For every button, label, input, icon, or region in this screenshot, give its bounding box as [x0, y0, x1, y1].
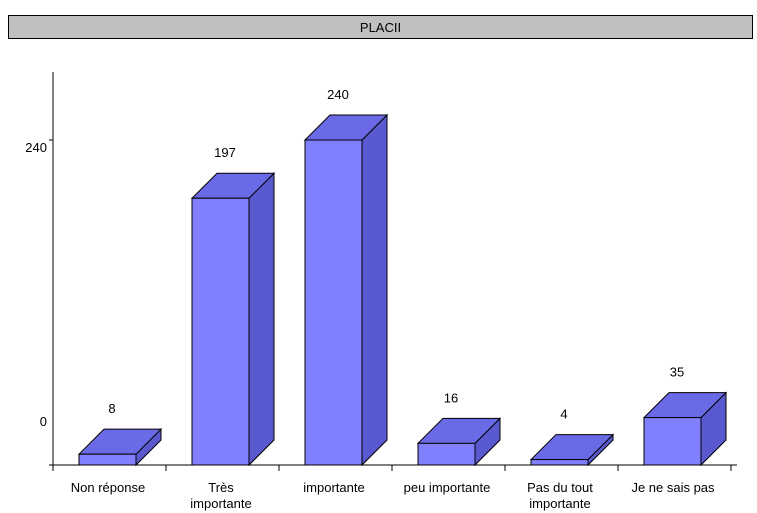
bar — [416, 417, 502, 467]
bar — [303, 113, 389, 467]
data-label: 16 — [444, 390, 458, 405]
bar-front — [78, 453, 137, 466]
category-label: peu importante — [404, 480, 491, 495]
category-label: importante — [303, 480, 364, 495]
bar-top — [529, 434, 615, 461]
category-label: Pas du tout — [527, 480, 593, 495]
bar-front — [191, 197, 250, 466]
bar-front — [530, 459, 589, 466]
bar-side — [248, 172, 275, 467]
chart-axes: 0 240 — [25, 72, 737, 471]
chart-bars — [77, 113, 728, 467]
bar-front — [417, 442, 476, 466]
bar-side — [361, 113, 388, 467]
chart-title: PLACII — [359, 19, 402, 35]
data-label: 35 — [670, 365, 684, 380]
y-tick-label: 240 — [25, 140, 47, 155]
category-label: importante — [190, 496, 251, 511]
bar — [642, 391, 728, 467]
y-tick-label: 0 — [40, 414, 47, 429]
bar — [190, 172, 276, 467]
category-label: importante — [529, 496, 590, 511]
category-label: Non réponse — [71, 480, 145, 495]
data-label: 197 — [214, 145, 236, 160]
data-label: 8 — [108, 401, 115, 416]
bar-front — [304, 139, 363, 466]
data-label: 4 — [560, 407, 567, 422]
bar — [77, 427, 163, 467]
data-label: 240 — [327, 87, 349, 102]
bar-front — [643, 417, 702, 466]
category-label: Je ne sais pas — [631, 480, 715, 495]
category-label: Très — [208, 480, 234, 495]
chart-title-bar: PLACII — [8, 15, 753, 39]
bar — [529, 433, 615, 467]
